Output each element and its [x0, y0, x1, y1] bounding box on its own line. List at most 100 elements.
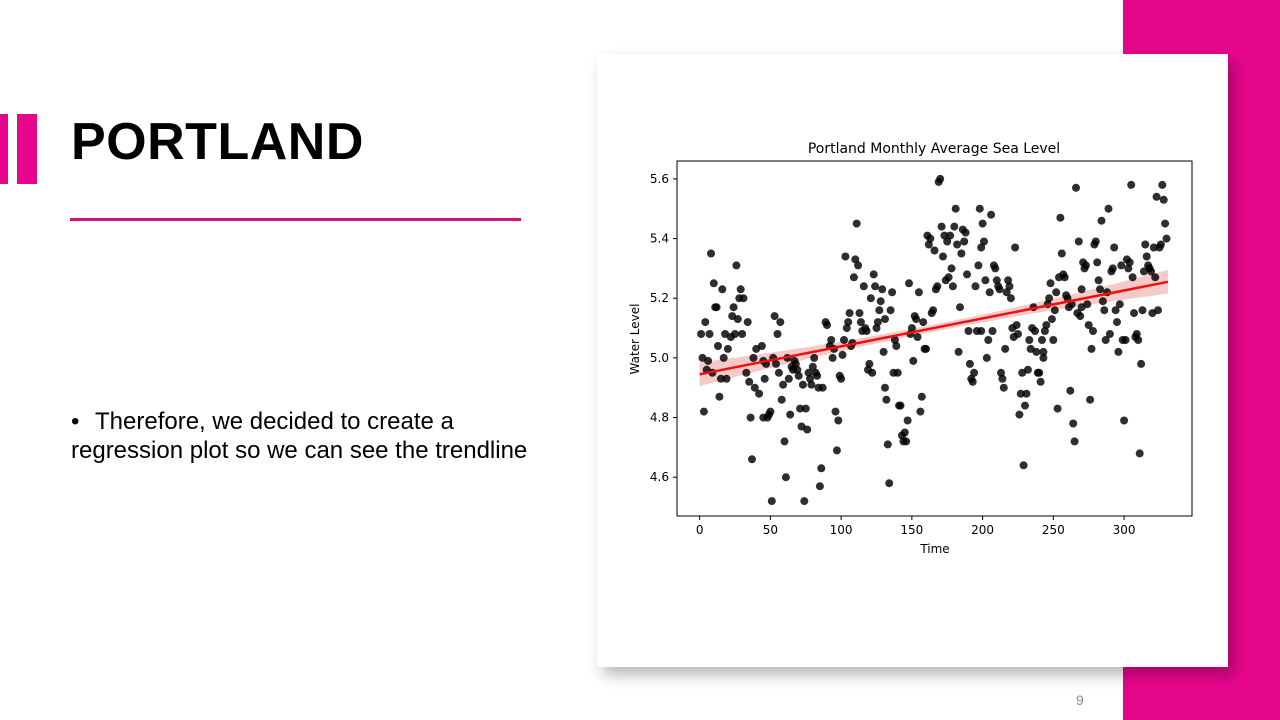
data-point — [1023, 365, 1032, 374]
data-point — [1070, 437, 1079, 446]
data-point — [742, 368, 751, 377]
y-axis-label: Water Level — [628, 304, 642, 375]
data-point — [876, 297, 885, 306]
data-point — [865, 359, 874, 368]
data-point — [999, 383, 1008, 392]
data-point — [770, 312, 779, 321]
data-point — [998, 374, 1007, 383]
data-point — [873, 318, 882, 327]
y-tick-label: 4.8 — [650, 411, 669, 425]
data-point — [777, 395, 786, 404]
data-point — [1138, 306, 1147, 315]
data-point — [1114, 347, 1123, 356]
data-point — [776, 318, 785, 327]
data-point — [1038, 336, 1046, 344]
data-point — [957, 249, 966, 258]
data-point — [732, 261, 741, 270]
data-point — [699, 407, 708, 416]
data-point — [780, 437, 789, 446]
data-point — [878, 285, 887, 294]
data-point — [1002, 288, 1011, 297]
data-point — [716, 374, 725, 383]
data-point — [926, 234, 935, 243]
data-point — [773, 330, 782, 338]
data-point — [992, 276, 1001, 285]
data-point — [974, 261, 983, 270]
data-point — [760, 374, 769, 383]
data-point — [1086, 395, 1095, 404]
data-point — [1149, 243, 1158, 252]
data-point — [879, 347, 888, 356]
data-point — [947, 264, 956, 273]
data-point — [798, 380, 807, 389]
data-point — [766, 407, 775, 416]
data-point — [772, 359, 780, 368]
scatter-chart: Portland Monthly Average Sea Level 0 50 10… — [628, 141, 1193, 556]
data-point — [759, 413, 768, 422]
y-tick-label: 5.0 — [650, 351, 669, 365]
data-point — [745, 377, 754, 386]
data-point — [1100, 306, 1109, 315]
scatter-points — [697, 174, 1171, 506]
data-point — [882, 395, 891, 404]
data-point — [922, 344, 930, 353]
data-point — [914, 288, 923, 297]
data-point — [1161, 219, 1170, 228]
data-point — [832, 446, 841, 455]
bullet-text: Therefore, we decided to create a regres… — [71, 408, 528, 464]
x-axis-label: Time — [919, 542, 949, 556]
data-point — [919, 318, 928, 327]
data-point — [746, 413, 755, 422]
data-point — [804, 368, 813, 377]
data-point — [1158, 180, 1167, 189]
data-point — [1087, 344, 1096, 353]
data-point — [1152, 192, 1161, 201]
data-point — [849, 273, 858, 282]
data-point — [1127, 180, 1136, 189]
data-point — [1120, 416, 1129, 425]
data-point — [912, 315, 921, 324]
title-accent-bar — [0, 114, 8, 184]
data-point — [869, 270, 878, 279]
data-point — [733, 315, 742, 324]
data-point — [890, 336, 899, 344]
data-point — [1074, 237, 1083, 246]
data-point — [995, 285, 1004, 294]
data-point — [1011, 243, 1020, 252]
data-point — [1005, 282, 1014, 291]
data-point — [946, 231, 955, 240]
data-point — [866, 294, 875, 303]
data-point — [1098, 297, 1107, 306]
data-point — [977, 327, 986, 335]
x-tick-label: 250 — [1042, 523, 1065, 537]
data-point — [1121, 336, 1130, 344]
data-point — [794, 371, 803, 380]
data-point — [781, 473, 790, 482]
data-point — [1032, 347, 1041, 356]
data-point — [1036, 377, 1045, 386]
data-point — [965, 359, 974, 368]
data-point — [987, 210, 996, 219]
data-point — [1083, 300, 1092, 309]
data-point — [838, 350, 847, 359]
data-point — [930, 246, 939, 255]
data-point — [1069, 419, 1078, 428]
data-point — [1154, 306, 1162, 315]
data-point — [909, 356, 918, 365]
data-point — [1094, 276, 1103, 285]
data-point — [1141, 240, 1150, 249]
data-point — [1089, 327, 1097, 335]
data-point — [817, 464, 826, 473]
data-point — [900, 428, 909, 437]
data-point — [1025, 336, 1034, 344]
data-point — [1093, 258, 1102, 267]
data-point — [981, 276, 990, 285]
data-point — [774, 368, 783, 377]
data-point — [1147, 267, 1155, 276]
data-point — [1049, 336, 1058, 344]
data-point — [705, 330, 714, 338]
data-point — [905, 279, 913, 288]
data-point — [943, 237, 952, 246]
data-point — [968, 377, 977, 386]
data-point — [982, 353, 991, 362]
